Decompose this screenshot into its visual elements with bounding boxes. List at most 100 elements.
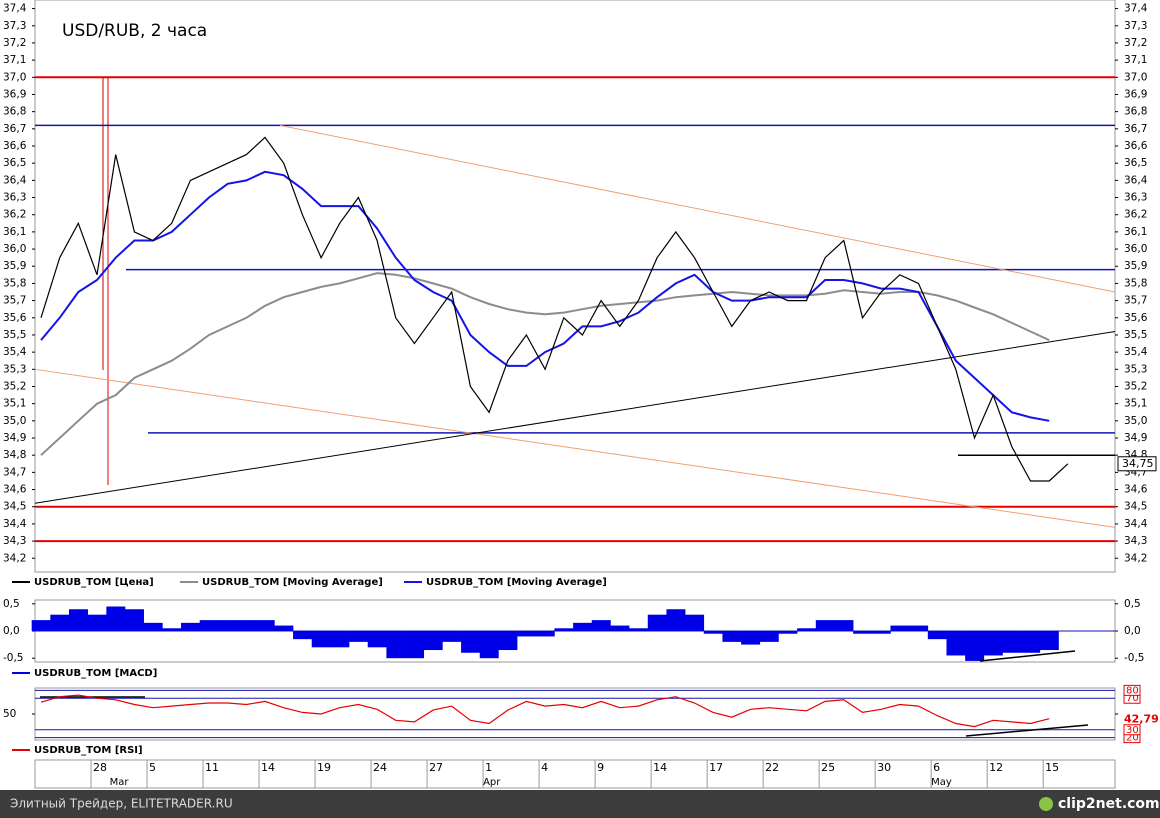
macd-bar — [666, 609, 686, 631]
x-tick-label: 25 — [821, 761, 835, 774]
x-tick-label: 11 — [205, 761, 219, 774]
x-tick-label: 4 — [541, 761, 548, 774]
y-tick-label: 35,2 — [1124, 380, 1147, 392]
macd-bar — [703, 631, 723, 634]
y-tick-label: 36,0 — [1124, 243, 1147, 255]
y-tick-label: 0,0 — [3, 625, 20, 637]
footer-text: Элитный Трейдер, ELITETRADER.RU — [10, 797, 233, 811]
legend-label: USDRUB_TOM [Moving Average] — [426, 577, 607, 588]
level-tag — [1123, 724, 1141, 736]
y-tick-label: 35,8 — [3, 277, 26, 289]
macd-bar — [517, 631, 537, 637]
macd-bar — [199, 620, 219, 631]
x-tick-label: 15 — [1045, 761, 1059, 774]
macd-bar — [50, 614, 70, 631]
series-line — [40, 170, 1050, 422]
macd-bar — [797, 628, 817, 631]
y-tick-label: 36,9 — [3, 88, 26, 100]
y-tick-label: 35,5 — [3, 329, 26, 341]
macd-bar — [31, 620, 51, 631]
y-tick-label: 30 — [1126, 725, 1139, 736]
trend-line — [34, 331, 1116, 504]
macd-bar — [759, 631, 779, 642]
y-tick-label: 35,6 — [1124, 312, 1148, 324]
macd-bar — [535, 631, 555, 637]
y-tick-label: 35,3 — [3, 363, 26, 375]
y-tick-label: 50 — [3, 708, 16, 720]
macd-bar — [647, 614, 667, 631]
x-tick-label: 27 — [429, 761, 443, 774]
y-tick-label: 37,2 — [3, 37, 26, 49]
y-tick-label: 35,6 — [3, 312, 27, 324]
y-tick-label: 36,3 — [3, 192, 26, 204]
macd-bar — [610, 625, 630, 631]
y-tick-label: 35,0 — [3, 415, 26, 427]
x-tick-label: 14 — [653, 761, 667, 774]
y-tick-label: 36,2 — [3, 209, 26, 221]
y-tick-label: 34,5 — [3, 501, 26, 513]
date-axis — [34, 759, 1116, 789]
macd-bar — [685, 614, 705, 631]
macd-bar — [461, 631, 481, 653]
macd-bar — [311, 631, 331, 648]
rsi-panel — [34, 687, 1116, 741]
y-tick-label: 34,2 — [1124, 552, 1147, 564]
x-tick-label: 17 — [709, 761, 723, 774]
month-label: Mar — [110, 777, 130, 788]
y-tick-label: 36,6 — [3, 140, 27, 152]
macd-bar — [69, 609, 88, 631]
macd-bar — [87, 614, 107, 631]
y-tick-label: 34,6 — [1124, 484, 1148, 496]
macd-bar — [367, 631, 387, 648]
macd-bar — [946, 631, 966, 656]
logo-icon — [1039, 797, 1053, 811]
legend-label: USDRUB_TOM [RSI] — [34, 745, 143, 756]
legend-label: USDRUB_TOM [MACD] — [34, 668, 157, 679]
y-tick-label: 0,0 — [1124, 625, 1141, 637]
y-tick-label: 35,7 — [3, 295, 26, 307]
macd-bar — [274, 625, 294, 631]
macd-bar — [405, 631, 425, 659]
macd-bar — [218, 620, 238, 631]
macd-bar — [1039, 631, 1059, 651]
y-tick-label: 36,1 — [3, 226, 26, 238]
legend-label: USDRUB_TOM [Цена] — [34, 577, 154, 588]
macd-bar — [927, 631, 947, 640]
y-tick-label: 34,9 — [1124, 432, 1147, 444]
y-tick-label: 34,8 — [3, 449, 26, 461]
macd-bar — [106, 606, 126, 631]
y-tick-label: 36,3 — [1124, 192, 1147, 204]
price-panel — [34, 0, 1116, 573]
macd-bar — [423, 631, 443, 651]
series-line — [40, 694, 1050, 728]
month-label: May — [931, 777, 952, 788]
trend-line — [34, 368, 1116, 528]
macd-bar — [573, 622, 593, 631]
macd-bar — [871, 631, 891, 634]
y-tick-label: 34,2 — [3, 552, 26, 564]
macd-bar — [1002, 631, 1022, 653]
y-tick-label: 35,3 — [1124, 363, 1147, 375]
y-tick-label: 35,7 — [1124, 295, 1147, 307]
y-tick-label: 34,7 — [3, 466, 26, 478]
x-tick-label: 28 — [93, 761, 107, 774]
macd-bar — [349, 631, 369, 642]
y-tick-label: 36,7 — [1124, 123, 1147, 135]
trend-line — [279, 124, 1116, 293]
y-tick-label: 0,5 — [3, 598, 20, 610]
x-tick-label: 6 — [933, 761, 940, 774]
chart-title: USD/RUB, 2 часа — [62, 21, 207, 41]
y-tick-label: 36,6 — [1124, 140, 1148, 152]
y-tick-label: 35,1 — [3, 398, 26, 410]
x-tick-label: 30 — [877, 761, 891, 774]
y-tick-label: 37,3 — [1124, 20, 1147, 32]
y-tick-label: -0,5 — [1124, 652, 1145, 664]
x-tick-label: 22 — [765, 761, 779, 774]
y-tick-label: 34,5 — [1124, 501, 1147, 513]
y-tick-label: 35,9 — [1124, 260, 1147, 272]
y-tick-label: 36,4 — [1124, 174, 1148, 186]
y-tick-label: 36,9 — [1124, 88, 1147, 100]
macd-bar — [815, 620, 835, 631]
y-tick-label: 36,5 — [1124, 157, 1147, 169]
month-label: Apr — [483, 777, 501, 788]
